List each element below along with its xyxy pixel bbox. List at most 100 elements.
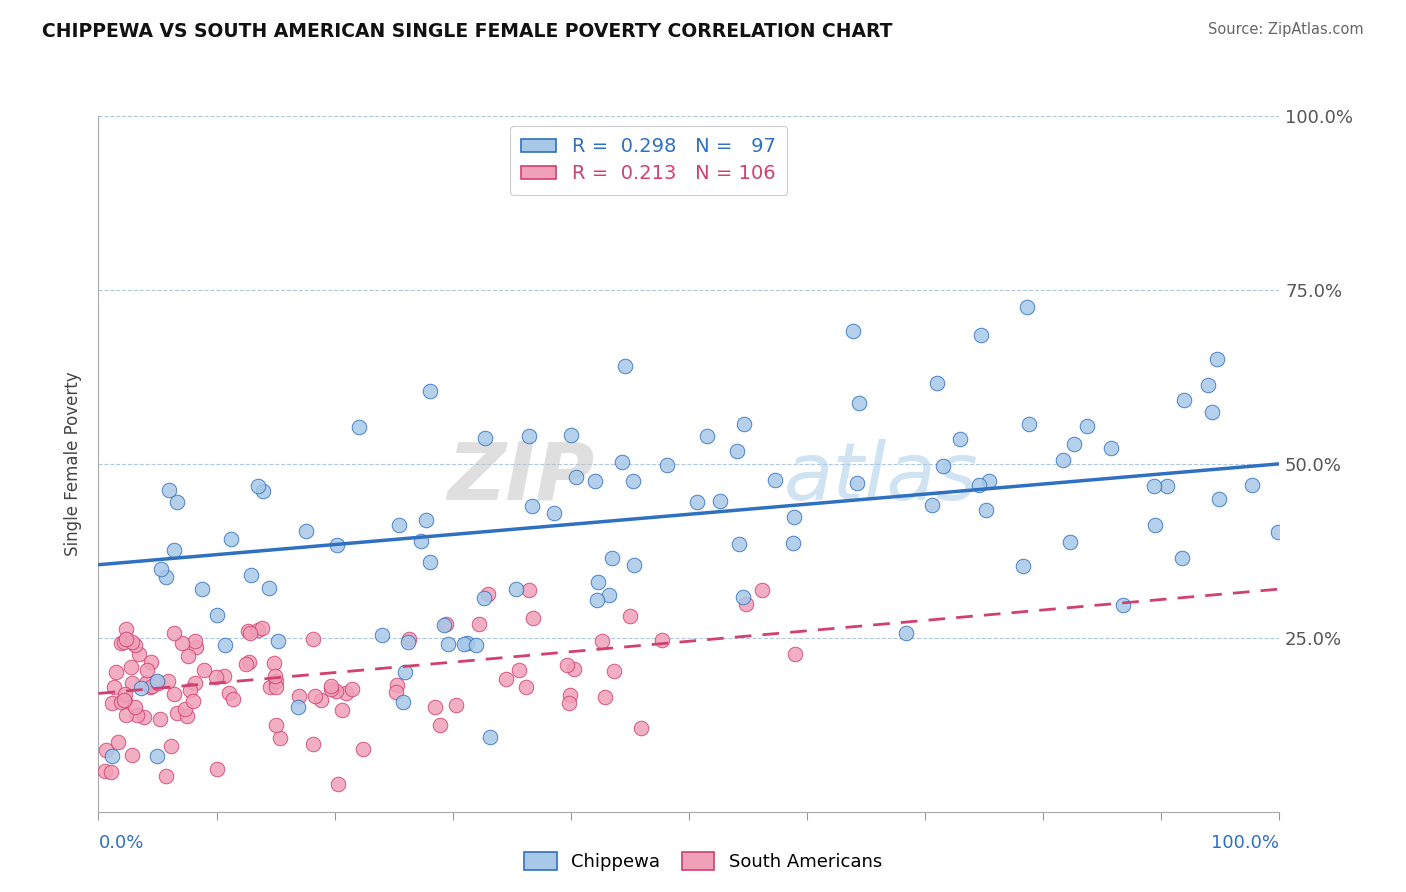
Point (301, 632, 323, 647)
Point (517, 429, 540, 443)
Text: atlas: atlas (783, 439, 979, 516)
Point (555, 657, 578, 672)
Point (264, 717, 287, 731)
Point (437, 637, 460, 651)
Point (240, 568, 263, 582)
Point (444, 698, 467, 712)
Y-axis label: Single Female Poverty: Single Female Poverty (65, 372, 83, 556)
Point (287, 699, 309, 714)
Point (468, 616, 491, 631)
Point (94, 764, 117, 778)
Point (848, 395, 870, 409)
Point (264, 680, 287, 694)
Point (114, 635, 136, 649)
Point (456, 636, 478, 650)
Point (651, 633, 673, 648)
Point (179, 683, 201, 698)
Point (505, 582, 527, 596)
Point (896, 625, 918, 640)
Point (1173, 392, 1195, 407)
Point (586, 592, 609, 607)
Point (134, 710, 156, 724)
Point (186, 640, 208, 655)
Point (100, 764, 122, 779)
Point (977, 474, 1000, 488)
Point (621, 474, 644, 488)
Point (101, 697, 124, 711)
Point (543, 507, 565, 521)
Point (146, 676, 169, 690)
Point (295, 524, 318, 538)
Point (96, 743, 118, 757)
Point (309, 693, 332, 707)
Point (352, 742, 374, 756)
Point (782, 535, 804, 549)
Point (145, 749, 167, 764)
Point (263, 669, 285, 683)
Point (1063, 436, 1085, 450)
Point (515, 680, 537, 694)
Point (453, 637, 475, 651)
Point (236, 624, 259, 638)
Point (474, 431, 496, 445)
Point (598, 588, 620, 602)
Point (433, 617, 456, 632)
Point (419, 555, 441, 569)
Point (751, 583, 773, 598)
Point (419, 384, 441, 398)
Point (1201, 405, 1223, 419)
Text: 100.0%: 100.0% (1212, 834, 1279, 852)
Point (610, 454, 633, 468)
Point (709, 494, 731, 508)
Point (921, 498, 943, 512)
Point (558, 688, 581, 702)
Point (101, 749, 124, 764)
Point (1206, 351, 1229, 366)
Point (214, 638, 236, 652)
Point (1112, 599, 1135, 613)
Point (371, 627, 394, 641)
Point (139, 680, 162, 694)
Point (1052, 453, 1074, 467)
Text: 0.0%: 0.0% (98, 834, 143, 852)
Point (1017, 301, 1039, 315)
Point (107, 735, 129, 749)
Point (139, 655, 162, 669)
Point (630, 721, 652, 735)
Point (970, 327, 993, 342)
Point (302, 738, 325, 752)
Point (252, 484, 274, 499)
Point (932, 458, 955, 473)
Point (733, 417, 755, 431)
Point (1144, 518, 1167, 533)
Point (619, 608, 641, 623)
Point (157, 483, 180, 497)
Point (266, 673, 288, 688)
Point (326, 538, 349, 552)
Point (685, 495, 707, 509)
Point (219, 532, 242, 546)
Point (259, 680, 281, 694)
Point (325, 683, 347, 698)
Point (166, 706, 188, 720)
Point (508, 663, 530, 677)
Point (1197, 377, 1219, 392)
Point (267, 633, 290, 648)
Point (155, 769, 177, 783)
Point (398, 632, 420, 647)
Point (184, 634, 207, 648)
Point (263, 656, 285, 670)
Point (304, 690, 326, 704)
Point (949, 432, 972, 446)
Point (522, 611, 544, 625)
Point (841, 324, 863, 338)
Point (731, 590, 754, 604)
Point (727, 536, 749, 550)
Point (146, 674, 169, 689)
Point (613, 359, 636, 373)
Point (725, 444, 748, 458)
Point (110, 695, 132, 709)
Point (763, 473, 786, 487)
Point (212, 669, 235, 683)
Point (162, 625, 184, 640)
